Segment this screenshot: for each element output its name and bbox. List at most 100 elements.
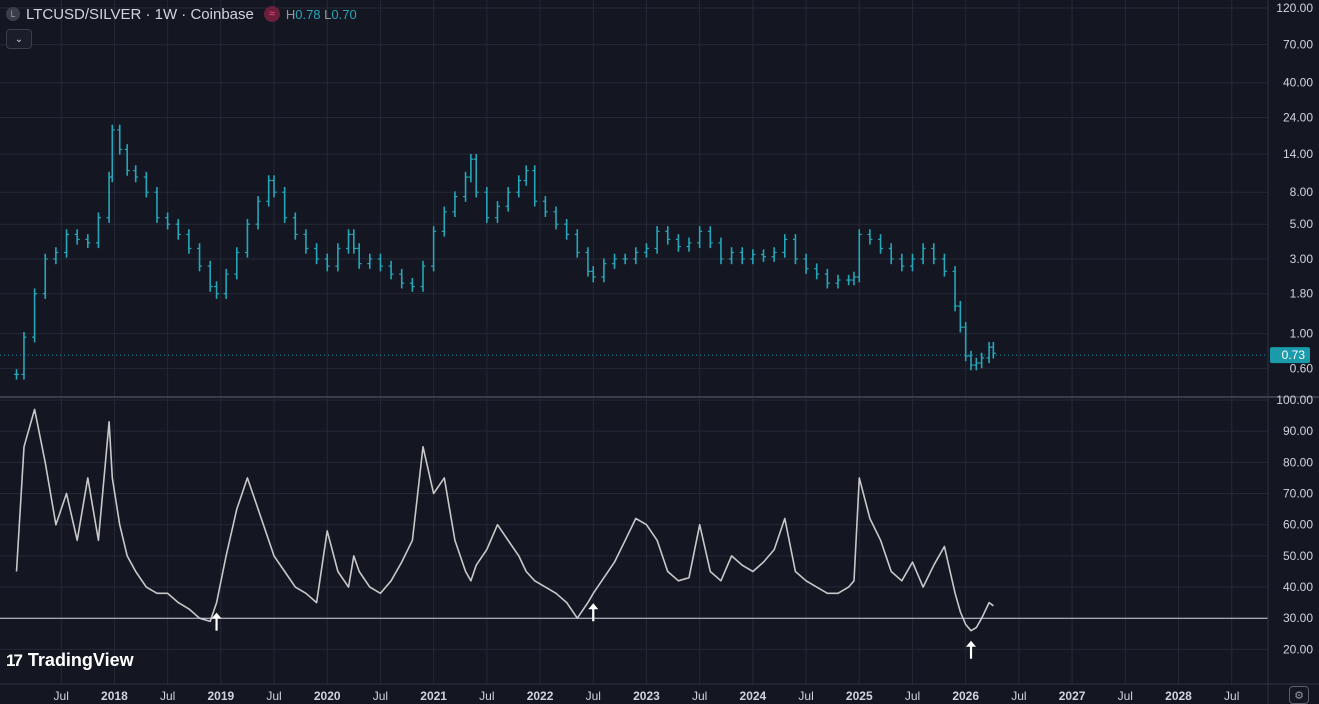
price-bar [53,247,59,265]
price-bar [388,260,394,280]
arrow-head-icon [588,603,599,610]
tradingview-wordmark: TradingView [27,650,134,670]
price-bar [665,226,671,245]
price-bar [186,229,192,254]
up-arrow-annotation [588,603,599,622]
price-bar [255,196,261,230]
price-bar [761,249,767,262]
price-bar [473,153,479,198]
price-bar [622,253,628,265]
time-tick-label: 2021 [420,689,447,703]
price-bar [814,263,820,280]
price-bar [968,350,974,371]
time-tick-label: 2026 [952,689,979,703]
low-value: 0.70 [331,6,357,22]
time-tick-label: Jul [1224,689,1239,703]
price-bar [792,234,798,265]
price-bar [452,191,458,218]
price-bar [856,229,862,283]
price-tick-label: 40.00 [1283,76,1313,90]
price-bar [494,201,500,223]
price-bar [612,253,618,269]
price-bar [899,253,905,272]
arrow-head-icon [211,612,222,619]
price-bar [686,237,692,252]
oscillator-tick-label: 20.00 [1283,642,1313,656]
chart-settings-button[interactable]: ⚙ [1289,686,1309,704]
tradingview-logo: 17 TradingView [6,650,134,671]
price-tick-label: 120.00 [1276,1,1313,15]
time-tick-label: Jul [266,689,281,703]
price-bar [303,229,309,254]
price-bar [234,247,240,280]
ohlc-readout: H0.78 L0.70 [286,7,357,22]
time-tick-label: Jul [905,689,920,703]
time-tick-label: 2019 [207,689,234,703]
time-tick-label: Jul [479,689,494,703]
oscillator-tick-label: 70.00 [1283,487,1313,501]
price-bar [867,229,873,245]
price-bar [986,341,992,364]
oscillator-tick-label: 40.00 [1283,580,1313,594]
time-tick-label: 2020 [314,689,341,703]
price-bar [532,165,538,207]
time-tick-label: 2024 [740,689,767,703]
indicator-stat-icon[interactable]: ≈ [263,6,280,22]
price-tick-label: 3.00 [1290,252,1314,266]
oscillator-tick-label: 100.00 [1276,393,1313,407]
price-bar [154,186,160,223]
price-bar [244,218,250,258]
price-bar [909,253,915,272]
time-tick-label: Jul [798,689,813,703]
oscillator-tick-label: 30.00 [1283,611,1313,625]
price-bar [441,206,447,237]
chart-header: L LTCUSD/SILVER · 1W · Coinbase ≈ H0.78 … [6,4,357,24]
price-bar [505,186,511,212]
price-bar [346,229,352,254]
collapse-legend-button[interactable]: ⌄ [6,29,32,49]
price-bar [574,229,580,258]
price-bar [74,229,80,245]
price-bar [124,144,130,176]
price-bar [197,243,203,272]
oscillator-tick-label: 90.00 [1283,424,1313,438]
price-tick-label: 14.00 [1283,147,1313,161]
price-bars [0,124,1268,380]
price-bar [484,186,490,223]
chevron-down-icon: ⌄ [14,33,24,45]
price-bar [739,247,745,265]
price-bar [516,175,522,198]
price-bar [14,369,20,380]
price-bar [324,253,330,272]
chart-title[interactable]: LTCUSD/SILVER · 1W · Coinbase [26,5,254,23]
price-bar [643,243,649,258]
price-bar [32,288,38,343]
time-tick-label: 2018 [101,689,128,703]
price-bar [207,260,213,292]
price-tick-label: 8.00 [1290,185,1314,199]
time-tick-label: Jul [373,689,388,703]
price-bar [803,253,809,274]
price-bar [590,266,596,283]
price-bar [957,300,963,333]
time-tick-label: Jul [692,689,707,703]
time-tick-label: Jul [1011,689,1026,703]
price-bar [356,243,362,269]
price-bar [463,171,469,202]
time-tick-label: Jul [586,689,601,703]
price-bar [468,153,474,183]
price-bar [851,271,857,286]
price-bar [109,124,115,183]
price-bar [973,357,979,371]
price-bar [266,175,272,207]
price-bar [564,218,570,240]
price-bar [888,243,894,265]
price-bar [931,243,937,265]
price-bar [654,226,660,254]
price-bar [952,266,958,312]
price-bar [990,341,996,359]
price-bar [133,165,139,183]
high-label: H [285,6,296,22]
grid-lines [0,0,1268,684]
